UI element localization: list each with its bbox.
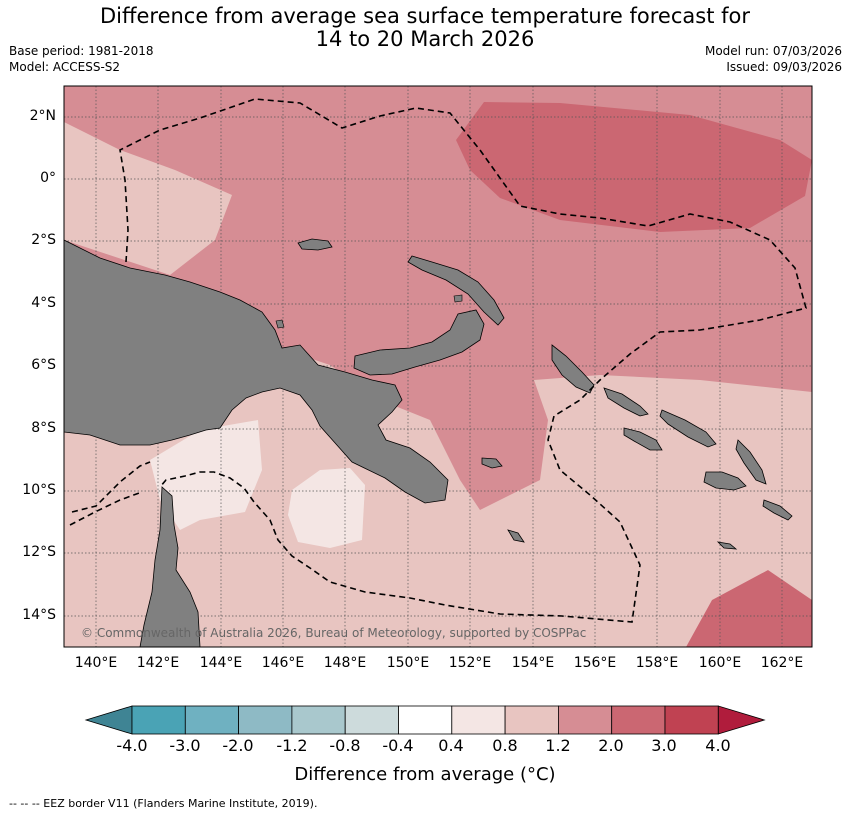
lon-label-158e: 158°E xyxy=(635,655,679,671)
model-name: Model: ACCESS-S2 xyxy=(9,60,121,74)
santa-isabel-island xyxy=(659,409,717,448)
anomaly-warm-region-ne xyxy=(456,102,812,232)
anomaly-warm-region-se xyxy=(686,570,812,647)
guadalcanal-island xyxy=(703,471,747,491)
model-run: Model run: 07/03/2026 xyxy=(704,44,842,58)
base-period: Base period: 1981-2018 xyxy=(9,44,154,58)
new-ireland-island xyxy=(407,255,505,326)
colorbar-segment xyxy=(131,705,186,735)
sst-anomaly-map: © Commonwealth of Australia 2026, Bureau… xyxy=(63,85,813,648)
new-guinea-landmass xyxy=(64,239,449,504)
colorbar-title: Difference from average (°C) xyxy=(294,764,556,785)
lat-label-12s: 12°S xyxy=(22,544,56,560)
eez-png-border xyxy=(119,98,807,623)
lon-label-160e: 160°E xyxy=(698,655,742,671)
colorbar-label-neg0-8: -0.8 xyxy=(329,736,361,755)
colorbar-label-3-0: 3.0 xyxy=(651,736,677,755)
small-island-2 xyxy=(453,294,463,303)
colorbar-label-neg1-2: -1.2 xyxy=(276,736,308,755)
lon-label-150e: 150°E xyxy=(386,655,430,671)
colorbar-segment xyxy=(344,705,399,735)
colorbar-label-0-4: 0.4 xyxy=(438,736,464,755)
eez-legend: -- -- -- EEZ border V11 (Flanders Marine… xyxy=(9,797,318,810)
lat-label-14s: 14°S xyxy=(22,607,56,623)
lon-label-140e: 140°E xyxy=(74,655,118,671)
colorbar-segment xyxy=(664,705,719,735)
anomaly-weak-region-1 xyxy=(150,420,262,530)
new-georgia-island xyxy=(623,427,663,451)
lat-label-0: 0° xyxy=(40,170,56,186)
colorbar-label-neg3: -3.0 xyxy=(169,736,201,755)
colorbar-segment xyxy=(611,705,666,735)
malaita-island xyxy=(735,439,767,485)
lon-label-156e: 156°E xyxy=(573,655,617,671)
colorbar-label-4-0: 4.0 xyxy=(705,736,731,755)
anomaly-mild-region-west xyxy=(64,122,232,275)
eez-borders xyxy=(69,98,807,623)
issued-date: Issued: 09/03/2026 xyxy=(726,60,842,74)
colorbar-extend-low xyxy=(84,705,133,735)
anomaly-weak-region-2 xyxy=(288,468,365,548)
colorbar-segment xyxy=(291,705,346,735)
colorbar-segment xyxy=(184,705,240,735)
bougainville-island xyxy=(551,344,595,394)
colorbar-label-neg2: -2.0 xyxy=(222,736,254,755)
choiseul-island xyxy=(603,387,649,417)
small-island-1 xyxy=(275,319,285,329)
lon-label-142e: 142°E xyxy=(136,655,180,671)
lat-label-6s: 6°S xyxy=(31,357,56,373)
colorbar-segment xyxy=(398,705,453,735)
colorbar-label-1-2: 1.2 xyxy=(545,736,571,755)
lon-label-144e: 144°E xyxy=(199,655,243,671)
makira-island xyxy=(762,499,793,521)
lat-label-4s: 4°S xyxy=(31,295,56,311)
lat-label-2n: 2°N xyxy=(29,108,56,124)
lat-label-8s: 8°S xyxy=(31,420,56,436)
lon-label-154e: 154°E xyxy=(511,655,555,671)
lon-label-162e: 162°E xyxy=(760,655,804,671)
lon-label-146e: 146°E xyxy=(261,655,305,671)
manus-island xyxy=(297,238,333,251)
title-line-2: 14 to 20 March 2026 xyxy=(315,27,535,51)
copyright-notice: © Commonwealth of Australia 2026, Bureau… xyxy=(81,626,586,640)
colorbar-segment xyxy=(238,705,293,735)
colorbar-extend-high xyxy=(717,705,766,735)
lon-label-148e: 148°E xyxy=(323,655,367,671)
colorbar-label-2-0: 2.0 xyxy=(598,736,624,755)
lat-label-10s: 10°S xyxy=(22,482,56,498)
colorbar-label-neg0-4: -0.4 xyxy=(382,736,414,755)
rossel-island xyxy=(507,529,525,543)
colorbar-segment xyxy=(451,705,506,735)
colorbar-segment xyxy=(558,705,613,735)
colorbar xyxy=(84,705,766,735)
title-line-1: Difference from average sea surface temp… xyxy=(100,4,750,28)
lat-label-2s: 2°S xyxy=(31,232,56,248)
colorbar-label-0-8: 0.8 xyxy=(492,736,518,755)
eez-western-border xyxy=(69,491,143,526)
new-britain-island xyxy=(353,309,485,376)
rennell-island xyxy=(716,541,738,550)
woodlark-island xyxy=(481,457,503,469)
australia-landmass xyxy=(139,486,201,647)
colorbar-segment xyxy=(504,705,559,735)
lon-label-152e: 152°E xyxy=(448,655,492,671)
colorbar-label-neg4: -4.0 xyxy=(116,736,148,755)
